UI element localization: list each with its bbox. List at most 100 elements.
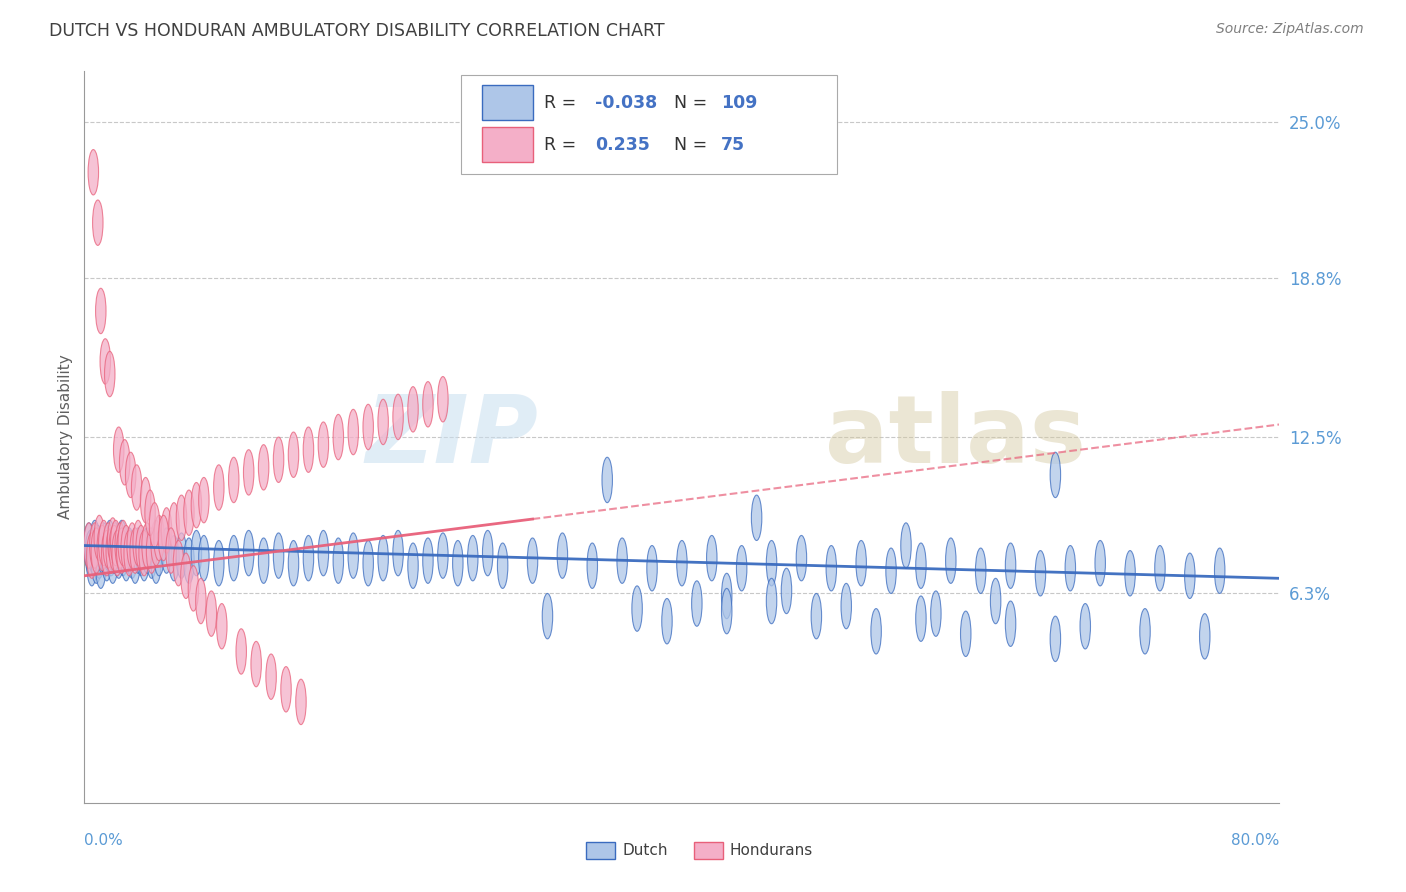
Ellipse shape [93,525,103,571]
Ellipse shape [94,533,104,578]
Ellipse shape [96,288,105,334]
Ellipse shape [87,541,97,586]
Ellipse shape [423,538,433,583]
Ellipse shape [176,495,187,541]
Ellipse shape [915,596,927,641]
Ellipse shape [692,581,702,626]
Ellipse shape [129,538,141,583]
Text: N =: N = [673,94,713,112]
Ellipse shape [191,531,201,576]
Ellipse shape [1005,543,1015,589]
Ellipse shape [841,583,852,629]
Ellipse shape [915,543,927,589]
Ellipse shape [1199,614,1211,659]
Ellipse shape [96,543,105,589]
Ellipse shape [423,382,433,427]
Ellipse shape [707,535,717,581]
Ellipse shape [162,528,172,574]
Ellipse shape [229,535,239,581]
FancyBboxPatch shape [461,75,838,174]
Ellipse shape [273,437,284,483]
Ellipse shape [136,531,146,576]
Ellipse shape [173,541,184,586]
Ellipse shape [976,548,986,593]
Ellipse shape [482,531,494,576]
Ellipse shape [117,520,127,566]
Ellipse shape [89,528,98,574]
Ellipse shape [124,531,135,576]
Ellipse shape [281,666,291,712]
FancyBboxPatch shape [482,86,533,120]
Ellipse shape [131,465,142,510]
Text: Hondurans: Hondurans [730,843,813,858]
Ellipse shape [127,533,138,578]
Ellipse shape [259,538,269,583]
Ellipse shape [766,541,776,586]
Ellipse shape [1005,601,1015,647]
Ellipse shape [87,533,97,578]
Ellipse shape [229,458,239,503]
Ellipse shape [363,541,374,586]
Ellipse shape [676,541,688,586]
Ellipse shape [129,528,141,574]
Ellipse shape [145,490,155,535]
Text: 80.0%: 80.0% [1232,833,1279,848]
Ellipse shape [100,531,111,576]
Ellipse shape [153,516,165,561]
Ellipse shape [557,533,568,578]
Ellipse shape [142,523,152,568]
FancyBboxPatch shape [586,841,614,859]
Ellipse shape [266,654,277,699]
Ellipse shape [107,517,118,563]
Ellipse shape [273,533,284,578]
Ellipse shape [602,458,613,503]
Text: R =: R = [544,136,588,153]
Ellipse shape [647,546,657,591]
Ellipse shape [110,528,120,574]
Ellipse shape [188,566,198,611]
Ellipse shape [1080,604,1091,649]
Ellipse shape [139,535,149,581]
FancyBboxPatch shape [695,841,723,859]
Text: Source: ZipAtlas.com: Source: ZipAtlas.com [1216,22,1364,37]
Ellipse shape [827,546,837,591]
Ellipse shape [217,604,226,649]
Ellipse shape [617,538,627,583]
Ellipse shape [198,477,209,523]
Ellipse shape [146,533,157,578]
Ellipse shape [191,483,201,528]
Ellipse shape [236,629,246,674]
Ellipse shape [363,404,374,450]
Ellipse shape [392,531,404,576]
Ellipse shape [901,523,911,568]
Ellipse shape [195,578,207,624]
Ellipse shape [150,520,162,566]
Ellipse shape [149,503,160,548]
Ellipse shape [120,440,129,485]
Ellipse shape [91,528,101,574]
Ellipse shape [169,503,179,548]
Ellipse shape [101,531,112,576]
Ellipse shape [1185,553,1195,599]
Ellipse shape [93,200,103,245]
Ellipse shape [107,538,118,583]
Ellipse shape [97,525,107,571]
Text: R =: R = [544,94,582,112]
Ellipse shape [886,548,896,593]
Ellipse shape [782,568,792,614]
Ellipse shape [990,578,1001,624]
Ellipse shape [946,538,956,583]
Ellipse shape [333,415,343,459]
Ellipse shape [136,525,146,571]
Text: ZIP: ZIP [366,391,538,483]
Text: -0.038: -0.038 [595,94,657,112]
Ellipse shape [378,535,388,581]
Ellipse shape [146,528,157,574]
Ellipse shape [104,520,115,566]
Text: Dutch: Dutch [623,843,668,858]
Ellipse shape [214,541,224,586]
Ellipse shape [960,611,972,657]
FancyBboxPatch shape [482,127,533,162]
Ellipse shape [1050,616,1060,662]
Ellipse shape [527,538,537,583]
